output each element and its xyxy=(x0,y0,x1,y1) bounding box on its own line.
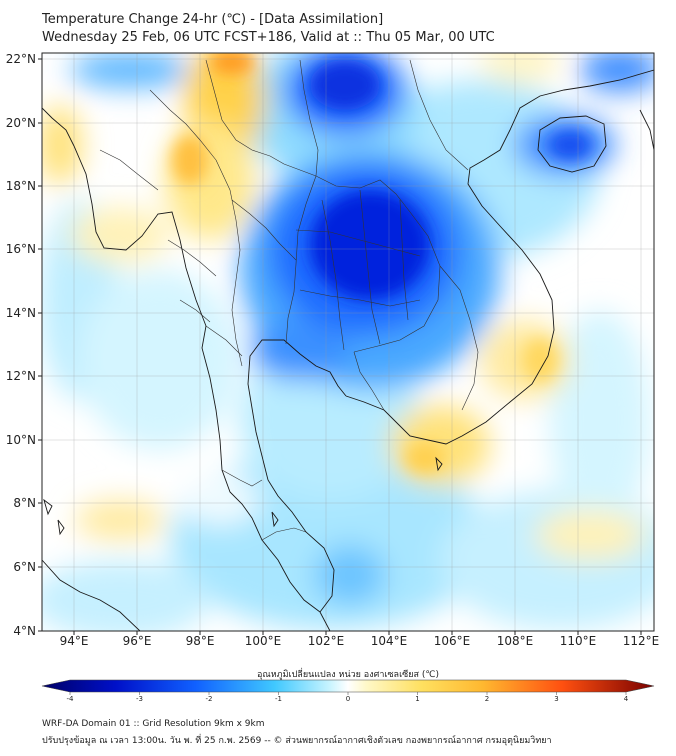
lon-tick-label: 96°E xyxy=(123,634,152,648)
lon-tick-label: 104°E xyxy=(371,634,408,648)
colorbar-tick-label: -1 xyxy=(275,695,282,703)
tick-marks xyxy=(38,58,642,635)
colorbar-tick-label: 0 xyxy=(346,695,350,703)
colorbar-tick-label: 1 xyxy=(415,695,419,703)
lat-tick-label: 16°N xyxy=(6,242,36,256)
map-frame xyxy=(41,52,655,632)
lon-tick-label: 112°E xyxy=(623,634,660,648)
coastlines xyxy=(42,69,654,631)
colorbar-tick-label: -2 xyxy=(206,695,213,703)
map-title: Temperature Change 24-hr (℃) - [Data Ass… xyxy=(42,12,384,27)
colorbar-tick-label: -3 xyxy=(136,695,143,703)
temperature-field xyxy=(42,53,654,631)
colorbar-tick-label: 3 xyxy=(554,695,558,703)
colorbar-tick-label: -4 xyxy=(67,695,75,703)
lat-tick-label: 6°N xyxy=(13,560,36,574)
borders xyxy=(99,59,479,541)
lat-tick-label: 12°N xyxy=(6,369,36,383)
lat-tick-label: 22°N xyxy=(6,52,36,66)
lon-axis-labels: 94°E 96°E 98°E 100°E 102°E 104°E 106°E 1… xyxy=(60,634,660,648)
lat-tick-label: 8°N xyxy=(13,496,36,510)
colorbar-ticks xyxy=(69,692,627,695)
lon-tick-label: 102°E xyxy=(308,634,345,648)
colorbar-tick-label: 2 xyxy=(485,695,489,703)
lon-tick-label: 100°E xyxy=(245,634,282,648)
colorbar-scale xyxy=(41,679,655,693)
footer-credit: ปรับปรุงข้อมูล ณ เวลา 13:00น. วัน พ. ที่… xyxy=(42,736,552,746)
footer-domain-info: WRF-DA Domain 01 :: Grid Resolution 9km … xyxy=(42,719,265,729)
lon-tick-label: 98°E xyxy=(186,634,215,648)
lat-tick-label: 18°N xyxy=(6,179,36,193)
colorbar-title: อุณหภูมิเปลี่ยนแปลง หน่วย องศาเซลเซียส (… xyxy=(257,667,439,680)
lat-tick-label: 14°N xyxy=(6,306,36,320)
map-subtitle: Wednesday 25 Feb, 06 UTC FCST+186, Valid… xyxy=(42,30,495,45)
lon-tick-label: 106°E xyxy=(434,634,471,648)
lat-tick-label: 10°N xyxy=(6,433,36,447)
lat-tick-label: 4°N xyxy=(13,624,36,638)
graticule xyxy=(42,53,654,631)
lon-tick-label: 110°E xyxy=(560,634,597,648)
lon-tick-label: 94°E xyxy=(60,634,89,648)
lat-axis-labels: 22°N 20°N 18°N 16°N 14°N 12°N 10°N 8°N 6… xyxy=(6,52,36,638)
colorbar-tick-label: 4 xyxy=(624,695,629,703)
colorbar: อุณหภูมิเปลี่ยนแปลง หน่วย องศาเซลเซียส (… xyxy=(41,667,655,703)
lon-tick-label: 108°E xyxy=(497,634,534,648)
lat-tick-label: 20°N xyxy=(6,116,36,130)
